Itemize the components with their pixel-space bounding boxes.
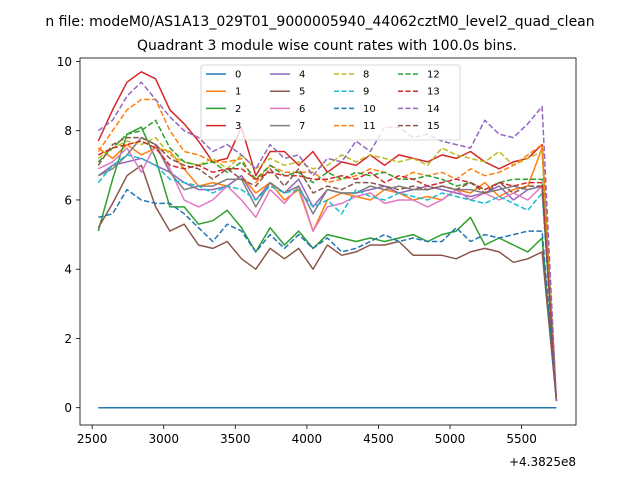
series-line-10 [98,188,558,401]
series-layer [97,71,558,409]
series-line-3 [97,71,558,401]
x-tick-label: 3000 [148,432,179,446]
x-tick-label: 2500 [77,432,108,446]
legend-label-2: 2 [235,104,241,115]
plot-frame [79,57,577,426]
y-tick-label: 10 [57,55,72,69]
y-tick-label: 6 [64,193,72,207]
legend-label-0: 0 [235,70,241,81]
legend-label-8: 8 [363,70,369,81]
legend-label-14: 14 [427,104,440,115]
legend-label-5: 5 [299,87,305,98]
legend-label-6: 6 [299,104,305,115]
figure-suptitle: n file: modeM0/AS1A13_029T01_9000005940_… [45,14,594,30]
legend-label-13: 13 [427,87,440,98]
x-tick-label: 5500 [506,432,537,446]
series-line-9 [97,154,558,401]
y-tick-label: 4 [64,263,72,277]
legend-label-9: 9 [363,87,369,98]
legend-label-12: 12 [427,70,440,81]
x-offset-label: +4.3825e8 [509,455,576,469]
legend-frame [200,64,461,141]
series-line-8 [97,136,558,401]
legend-label-1: 1 [235,87,241,98]
x-tick-label: 4000 [292,432,323,446]
x-tick-label: 3500 [220,432,251,446]
y-tick-label: 2 [64,332,72,346]
legend-label-15: 15 [427,121,440,132]
chart-title: Quadrant 3 module wise count rates with … [137,38,517,54]
legend-label-10: 10 [363,104,376,115]
series-line-5 [97,164,558,401]
legend-label-4: 4 [299,70,305,81]
x-tick-label: 4500 [363,432,394,446]
y-tick-label: 8 [64,124,72,138]
legend-label-7: 7 [299,121,305,132]
legend-label-11: 11 [363,121,376,132]
legend-label-3: 3 [235,121,241,132]
series-line-7 [97,136,558,401]
series-line-13 [97,140,558,401]
y-tick-label: 0 [64,401,72,415]
x-tick-label: 5000 [435,432,466,446]
series-line-15 [97,136,558,401]
